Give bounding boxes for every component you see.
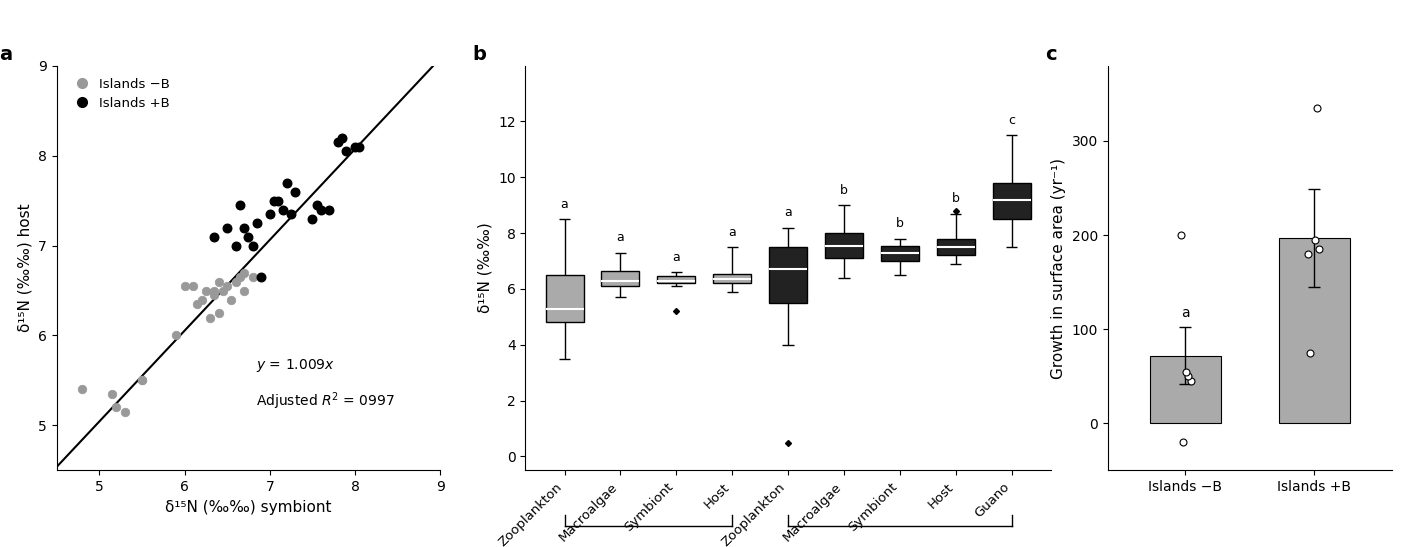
Text: b: b [896,217,903,230]
Point [212,286,234,295]
Point [275,178,298,187]
Text: a: a [616,231,625,245]
Point [182,282,204,290]
Bar [545,275,584,323]
Point [267,196,290,205]
Bar [993,183,1031,219]
Point [195,286,217,295]
Text: a: a [1181,306,1190,320]
Point [165,331,187,340]
Text: a: a [728,226,736,238]
Point [280,210,302,218]
Text: c: c [1008,114,1015,127]
Point [237,232,260,241]
Point [224,277,247,286]
Point [186,300,209,309]
Text: $y$ = 1.009$x$: $y$ = 1.009$x$ [256,357,335,374]
Point [105,403,128,412]
Point [203,232,226,241]
Bar [1278,238,1349,423]
Text: a: a [561,198,568,211]
Point [233,268,256,277]
Point [203,290,226,299]
Point [284,187,307,196]
Point [207,277,230,286]
Point [348,142,371,151]
Point [216,282,239,290]
Text: b: b [841,184,848,197]
Point [331,133,354,142]
Bar [1150,356,1221,423]
Point [241,241,264,250]
Point [216,223,239,232]
Point [271,205,294,214]
Point [114,408,136,416]
Point [173,282,196,290]
Point [310,205,332,214]
Bar [713,274,751,283]
Point [203,286,226,295]
Point [131,376,153,385]
Point [190,295,213,304]
Point [101,389,124,398]
Point [344,142,366,151]
Bar [602,271,639,286]
Point [224,241,247,250]
Point [229,201,251,210]
Bar [937,238,974,255]
Point [131,376,153,385]
Bar [880,246,919,261]
Point [250,272,273,281]
Point [233,223,256,232]
Point [207,309,230,317]
Point [246,219,268,228]
Point [263,196,285,205]
Text: a: a [673,251,680,264]
Point [327,138,349,147]
Y-axis label: δ¹⁵N (‰‰): δ¹⁵N (‰‰) [477,223,493,313]
Point [233,286,256,295]
Text: a: a [784,206,792,219]
Point [220,295,243,304]
Bar [770,247,807,303]
Text: Adjusted $R^2$ = 0997: Adjusted $R^2$ = 0997 [256,390,395,412]
Text: b: b [951,192,960,205]
Legend: Islands −B, Islands +B: Islands −B, Islands +B [64,72,175,115]
Point [318,205,341,214]
Y-axis label: δ¹⁵N (‰‰) host: δ¹⁵N (‰‰) host [17,203,33,333]
Point [241,272,264,281]
Point [229,272,251,281]
Point [335,147,358,155]
Bar [825,233,863,258]
Point [258,210,281,218]
Point [305,201,328,210]
Text: c: c [1045,45,1056,65]
Text: b: b [473,45,487,65]
Y-axis label: Growth in surface area (yr⁻¹): Growth in surface area (yr⁻¹) [1051,158,1066,379]
Point [71,385,94,394]
Point [199,313,222,322]
Bar [657,276,696,283]
X-axis label: δ¹⁵N (‰‰) symbiont: δ¹⁵N (‰‰) symbiont [165,500,332,515]
Point [301,214,324,223]
Text: a: a [0,45,13,65]
